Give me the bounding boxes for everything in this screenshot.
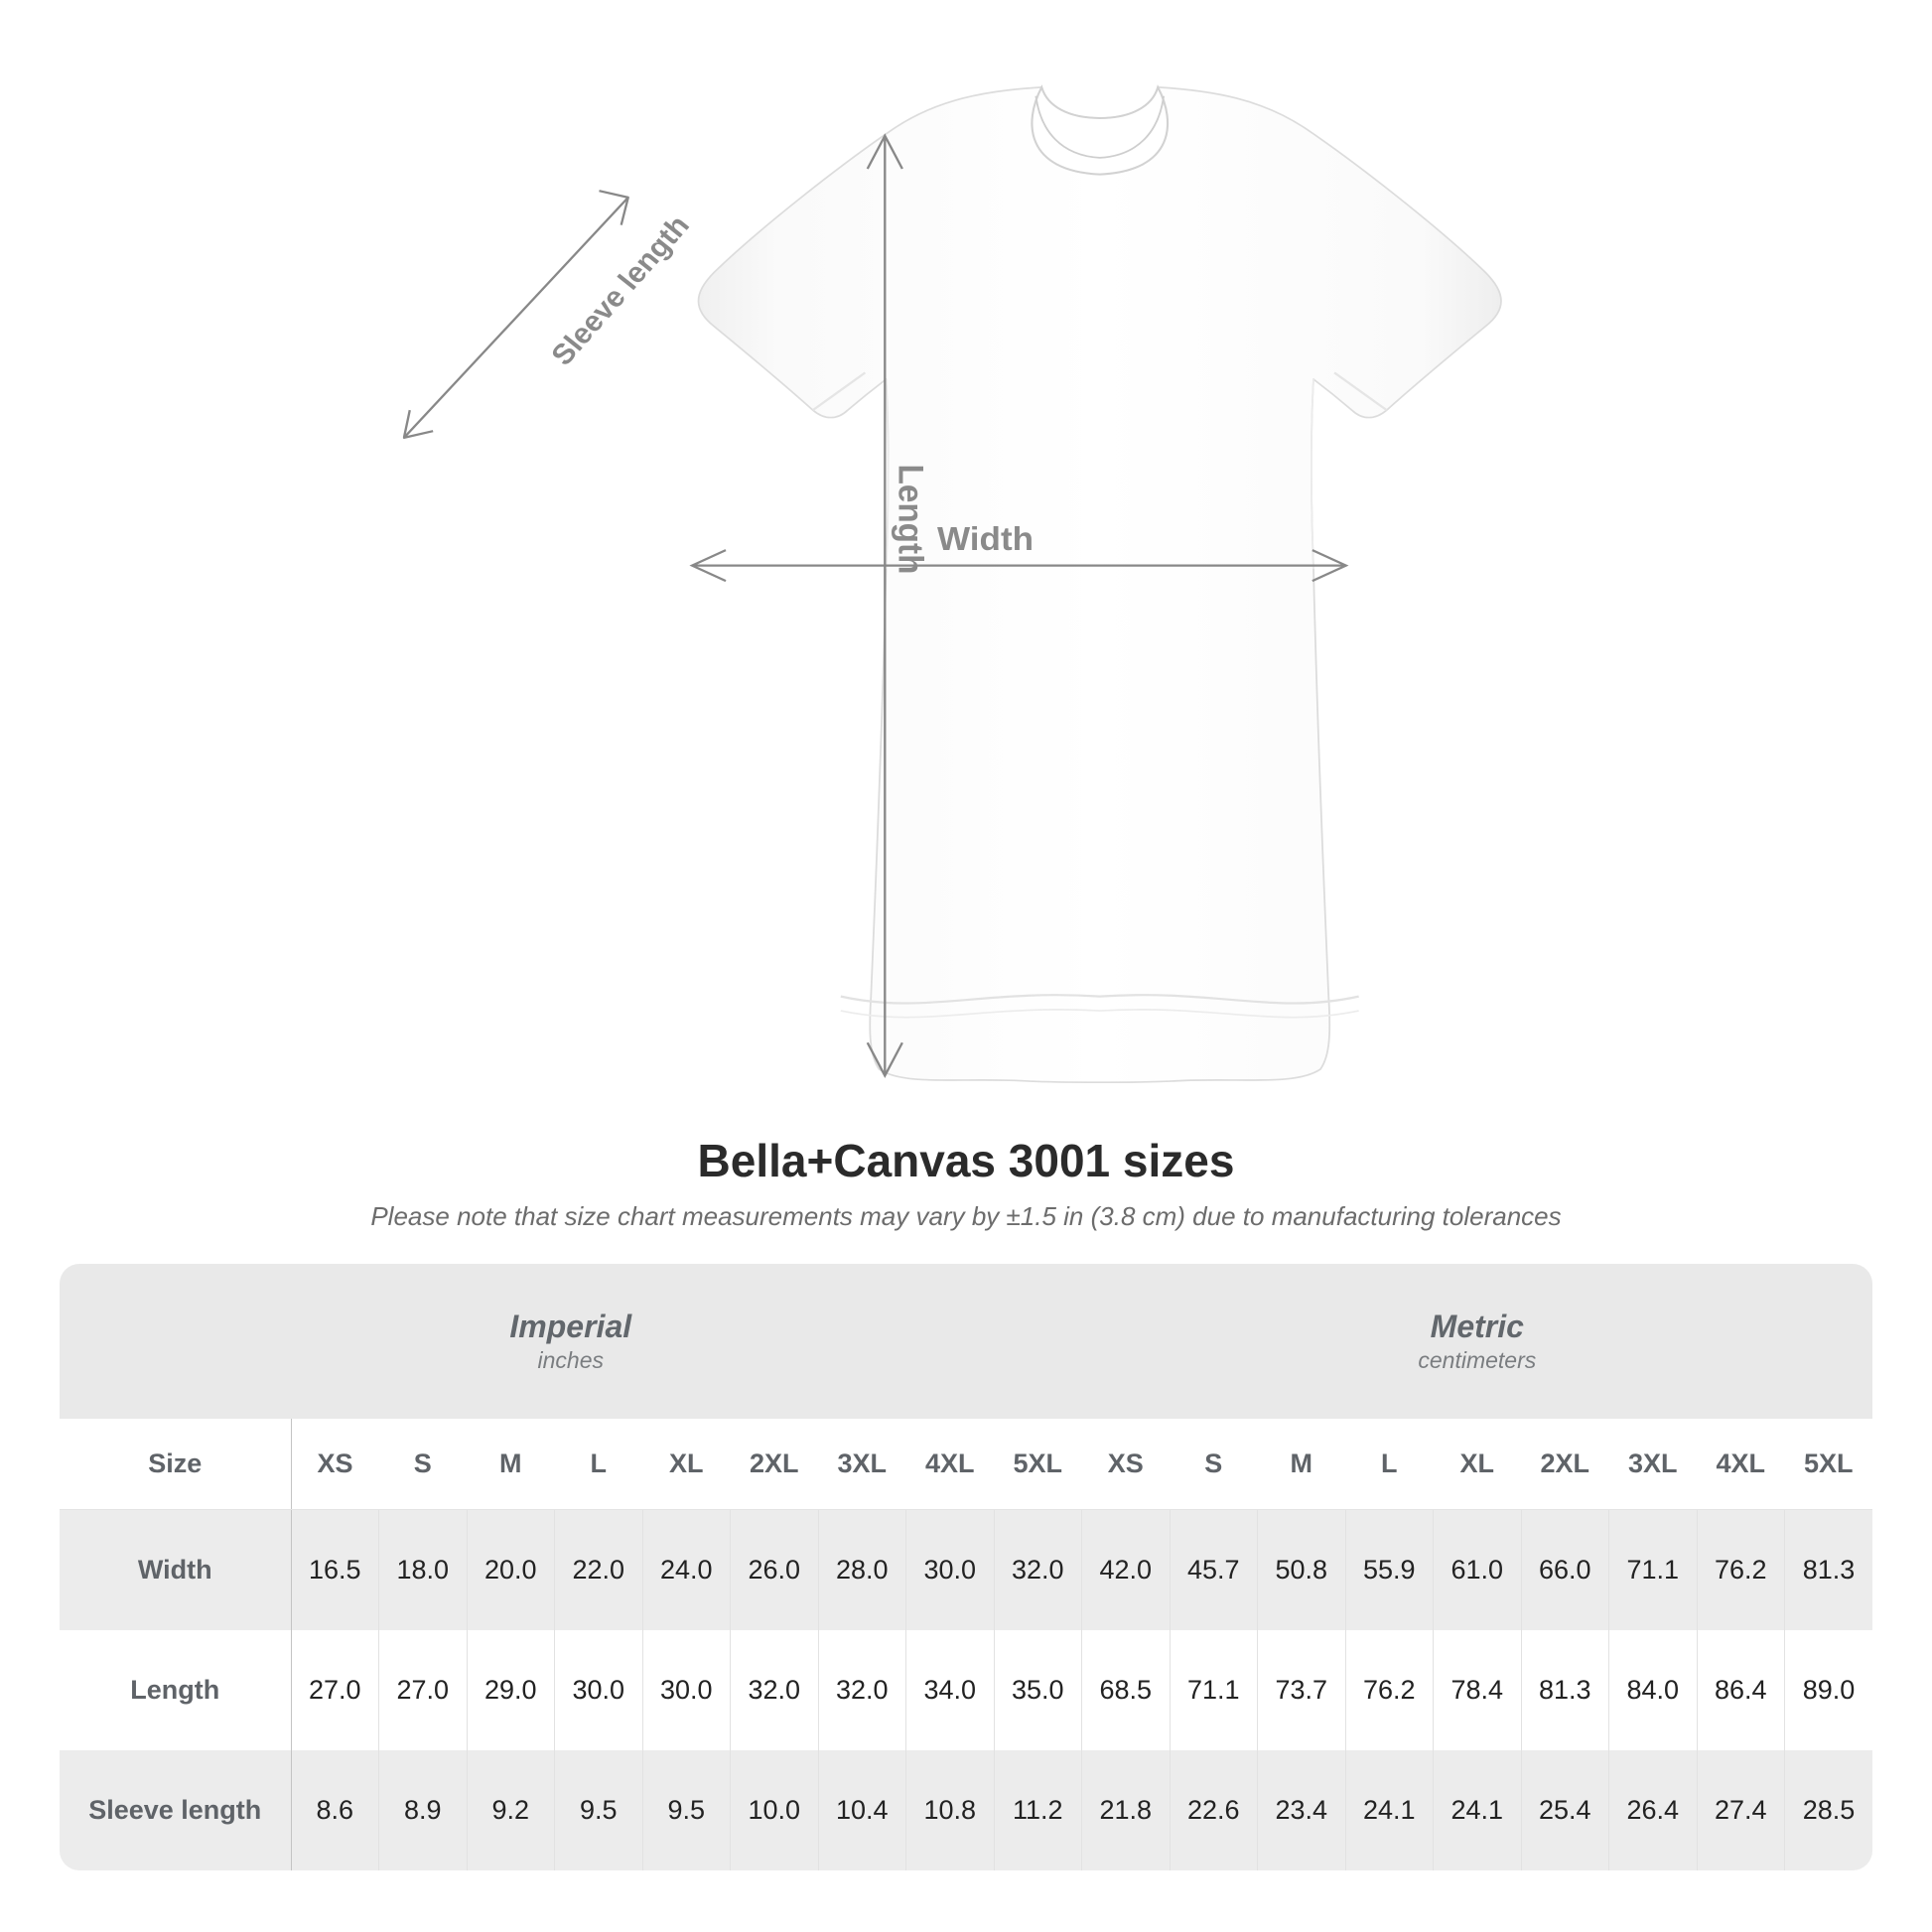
- svg-text:Length: Length: [891, 465, 929, 575]
- svg-text:Sleeve length: Sleeve length: [545, 209, 696, 371]
- svg-text:Width: Width: [937, 521, 1034, 558]
